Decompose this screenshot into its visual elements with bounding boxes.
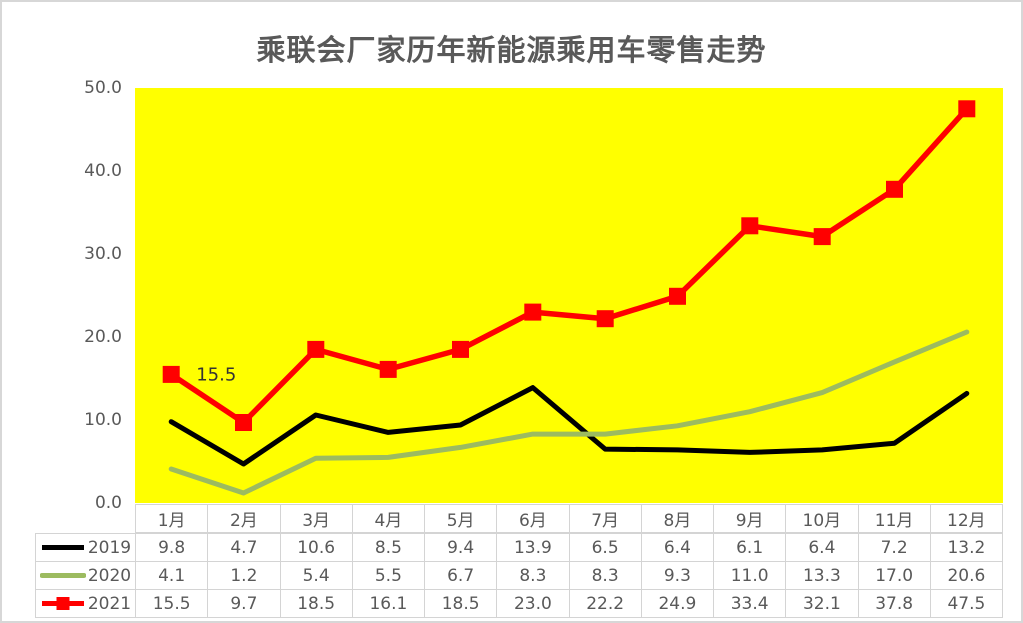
table-value-cell-2019: 6.4	[641, 534, 713, 561]
month-header-cell: 5月	[425, 505, 497, 532]
table-value-cell-2019: 13.2	[930, 534, 1002, 561]
table-value-cell-2020: 6.7	[425, 562, 497, 589]
y-axis-tick-label: 0.0	[94, 493, 122, 513]
data-table: 2019 9.8 4.7 10.6 8.5 9.4 13.9 6.5 6.4 6.1 6.4 7.2 1…	[35, 533, 1003, 618]
table-value-cell-2019: 4.7	[208, 534, 280, 561]
table-value-cell-2019: 6.5	[569, 534, 641, 561]
month-header-cell: 4月	[352, 505, 424, 532]
table-value-cell-2021: 15.5	[136, 590, 208, 617]
table-value-cell-2021: 33.4	[714, 590, 786, 617]
table-value-cell-2020: 5.5	[352, 562, 424, 589]
legend-cell-2019: 2019	[36, 534, 135, 561]
month-header-cell: 7月	[569, 505, 641, 532]
data-point-marker-2021	[813, 228, 831, 246]
data-point-marker-2021	[235, 414, 252, 431]
plot-area: 15.5	[135, 88, 1003, 503]
table-value-cell-2020: 1.2	[208, 562, 280, 589]
data-point-marker-2021	[307, 340, 325, 358]
data-label-annotation: 15.5	[196, 364, 236, 385]
month-header-cell: 10月	[786, 505, 858, 532]
series-name-2020: 2020	[87, 565, 132, 586]
table-value-cell-2020: 4.1	[136, 562, 208, 589]
month-header-cell: 2月	[208, 505, 280, 532]
table-value-cell-2021: 18.5	[425, 590, 497, 617]
month-header-cell: 3月	[280, 505, 352, 532]
legend-swatch-2021	[41, 597, 84, 610]
month-header-cell: 1月	[136, 505, 208, 532]
legend-swatch-2020	[39, 573, 86, 578]
legend-cell-2021: 2021	[36, 590, 135, 617]
table-value-cell-2021: 47.5	[930, 590, 1002, 617]
y-axis-tick-label: 40.0	[84, 161, 122, 181]
table-value-cell-2020: 13.3	[786, 562, 858, 589]
month-header-cell: 8月	[641, 505, 713, 532]
y-axis-tick-label: 30.0	[84, 244, 122, 264]
table-value-cell-2021: 9.7	[208, 590, 280, 617]
table-value-cell-2020: 9.3	[641, 562, 713, 589]
data-point-marker-2021	[379, 360, 397, 378]
data-point-marker-2021	[452, 340, 469, 358]
x-axis-month-header-row: 1月 2月 3月 4月 5月 6月 7月 8月 9月 10月 11月 12月	[135, 504, 1003, 533]
data-point-marker-2021	[524, 303, 542, 321]
table-value-cell-2021: 22.2	[569, 590, 641, 617]
table-value-cell-2021: 24.9	[641, 590, 713, 617]
table-value-cell-2019: 9.8	[136, 534, 208, 561]
legend-cell-2020: 2020	[36, 562, 135, 589]
data-point-marker-2021	[162, 365, 180, 383]
legend-swatch-2019	[41, 545, 84, 550]
month-header-cell: 9月	[714, 505, 786, 532]
month-header-cell: 12月	[930, 505, 1002, 532]
chart-title: 乘联会厂家历年新能源乘用车零售走势	[256, 33, 767, 67]
series-name-2019: 2019	[87, 537, 132, 558]
data-point-marker-2021	[669, 287, 686, 305]
table-value-cell-2020: 5.4	[280, 562, 352, 589]
plot-background	[135, 88, 1003, 503]
table-value-cell-2019: 6.4	[786, 534, 858, 561]
data-point-marker-2021	[596, 310, 614, 328]
table-value-cell-2020: 8.3	[569, 562, 641, 589]
series-line-2020	[168, 329, 970, 496]
series-line-2021	[168, 106, 970, 426]
table-value-cell-2020: 20.6	[930, 562, 1002, 589]
data-point-marker-2021	[886, 180, 903, 198]
y-axis-tick-label: 20.0	[84, 327, 122, 347]
table-value-cell-2020: 17.0	[858, 562, 930, 589]
line-chart: 15.5	[135, 88, 1003, 503]
table-value-cell-2021: 23.0	[497, 590, 569, 617]
table-value-cell-2020: 8.3	[497, 562, 569, 589]
y-axis-tick-label: 10.0	[84, 410, 122, 430]
table-value-cell-2021: 37.8	[858, 590, 930, 617]
month-header-cell: 6月	[497, 505, 569, 532]
table-value-cell-2019: 13.9	[497, 534, 569, 561]
series-name-2021: 2021	[87, 593, 132, 614]
table-value-cell-2019: 10.6	[280, 534, 352, 561]
month-header-cell: 11月	[858, 505, 930, 532]
table-value-cell-2019: 7.2	[858, 534, 930, 561]
table-value-cell-2021: 16.1	[352, 590, 424, 617]
y-axis-tick-label: 50.0	[84, 78, 122, 98]
table-value-cell-2019: 6.1	[714, 534, 786, 561]
table-value-cell-2021: 18.5	[280, 590, 352, 617]
data-point-marker-2021	[958, 100, 976, 118]
data-point-marker-2021	[741, 217, 759, 235]
table-value-cell-2019: 8.5	[352, 534, 424, 561]
table-value-cell-2019: 9.4	[425, 534, 497, 561]
series-line-2019	[168, 385, 970, 467]
table-value-cell-2020: 11.0	[714, 562, 786, 589]
table-value-cell-2021: 32.1	[786, 590, 858, 617]
